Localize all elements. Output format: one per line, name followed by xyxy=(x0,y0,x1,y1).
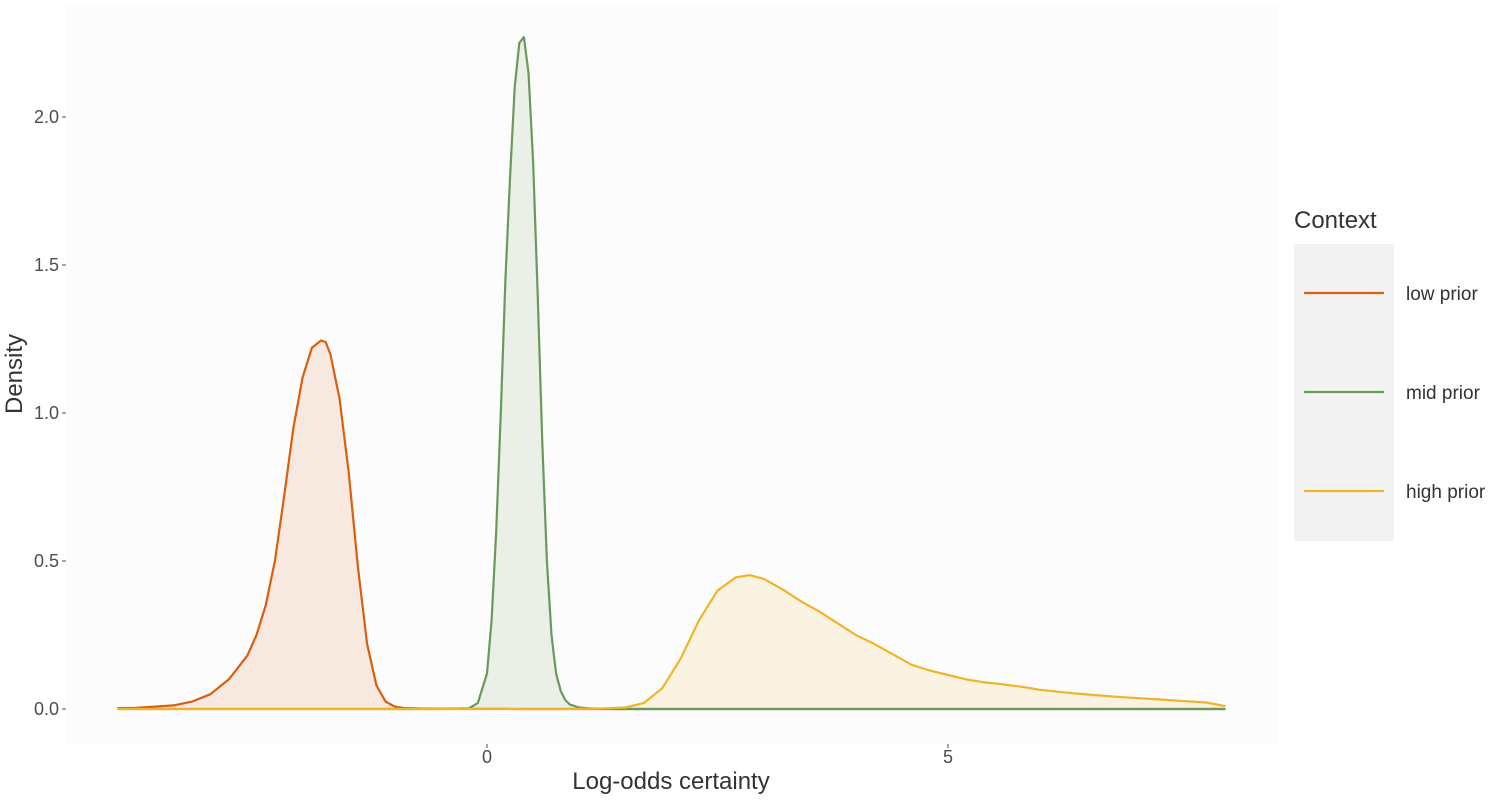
y-tick-label: 0.5 xyxy=(34,551,59,571)
plot-panel xyxy=(66,4,1278,744)
y-tick-label: 1.5 xyxy=(34,255,59,275)
legend-title: Context xyxy=(1294,207,1377,234)
legend: Context low prior mid prior high prior xyxy=(1294,207,1486,541)
y-axis-title: Density xyxy=(1,334,28,414)
density-area-low-prior xyxy=(118,340,1225,709)
y-tick-label: 2.0 xyxy=(34,107,59,127)
x-tick-label: 0 xyxy=(482,747,492,767)
x-tick-label: 5 xyxy=(943,747,953,767)
legend-label-low-prior: low prior xyxy=(1406,284,1478,305)
legend-label-mid-prior: mid prior xyxy=(1406,383,1481,404)
legend-label-high-prior: high prior xyxy=(1406,482,1486,503)
density-lines xyxy=(117,35,1226,711)
y-axis: 0.0 0.5 1.0 1.5 2.0 xyxy=(34,107,66,719)
y-tick-label: 1.0 xyxy=(34,403,59,423)
y-tick-label: 0.0 xyxy=(34,699,59,719)
x-axis-title: Log-odds certainty xyxy=(572,768,769,795)
density-line-high-prior xyxy=(117,574,1226,711)
density-line-mid-prior xyxy=(117,35,1226,711)
legend-items: low prior mid prior high prior xyxy=(1304,284,1486,503)
